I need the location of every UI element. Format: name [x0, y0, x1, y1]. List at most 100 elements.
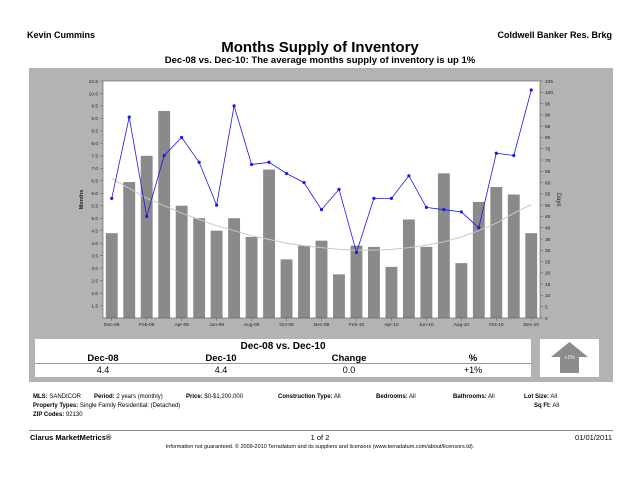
right-tick-label: 85 — [545, 124, 551, 130]
inventory-bar — [105, 233, 118, 318]
left-tick-label: 8.5 — [91, 129, 98, 135]
days-point — [267, 160, 271, 164]
x-tick-label: Oct-09 — [279, 322, 294, 328]
right-tick-label: 105 — [545, 79, 553, 85]
inventory-bar — [525, 233, 538, 318]
right-tick-label: 30 — [545, 248, 551, 254]
construction-label: Construction Type: — [278, 394, 333, 400]
right-tick-label: 90 — [545, 113, 551, 119]
period-value: 2 years (monthly) — [116, 394, 163, 400]
proptype-label: Property Types: — [33, 403, 79, 409]
summary-value-start: 4.4 — [96, 365, 110, 375]
period-label: Period: — [94, 394, 115, 400]
price-label: Price: — [186, 394, 203, 400]
right-axis-label: Days — [555, 193, 561, 207]
right-tick-label: 65 — [545, 169, 551, 175]
trend-line — [111, 177, 532, 251]
sqft-value: All — [552, 403, 560, 409]
inventory-bar — [228, 218, 241, 318]
x-tick-label: Jun-10 — [419, 322, 434, 328]
sqft-label: Sq Ft: — [534, 403, 551, 409]
page-number: 1 of 2 — [310, 433, 330, 442]
days-point — [337, 187, 341, 191]
report-date: 01/01/2011 — [575, 433, 612, 442]
days-point — [180, 135, 184, 140]
up-arrow-icon — [551, 342, 588, 373]
x-tick-label: Feb-09 — [139, 322, 155, 328]
inventory-bar — [193, 218, 206, 318]
summary-table: Dec-08 vs. Dec-10 Dec-08 Dec-10 Change %… — [35, 339, 531, 377]
left-tick-label: 2.5 — [91, 278, 98, 284]
days-point — [319, 208, 324, 212]
right-tick-label: 40 — [545, 226, 551, 232]
left-tick-label: 3.0 — [91, 266, 98, 272]
inventory-bar — [455, 263, 468, 318]
bedrooms-value: All — [409, 394, 416, 400]
agent-name: Kevin Cummins — [27, 30, 96, 40]
inventory-bar — [507, 194, 520, 318]
inventory-bar — [210, 230, 223, 318]
footer-divider — [29, 430, 613, 431]
days-point — [442, 208, 446, 212]
days-point — [249, 162, 254, 167]
right-tick-label: 60 — [545, 180, 551, 186]
days-point — [407, 174, 411, 178]
inventory-bar — [263, 169, 276, 318]
x-tick-label: Jun-09 — [209, 322, 224, 328]
right-tick-label: 5 — [545, 305, 548, 311]
chart-panel: 1.5 2.0 2.5 3.0 3.5 4.0 4.5 5.0 5.5 6.0 6.5 7.0 7.5 8… — [29, 68, 613, 382]
left-tick-label: 4.0 — [91, 241, 98, 247]
days-point — [215, 203, 219, 207]
right-tick-label: 15 — [545, 282, 551, 288]
right-tick-label: 100 — [545, 90, 553, 96]
zip-value: 92130 — [65, 412, 83, 418]
right-tick-label: 75 — [545, 147, 551, 153]
inventory-bar — [472, 201, 485, 318]
left-tick-label: 2.0 — [91, 291, 98, 297]
x-tick-label: Aug-09 — [244, 322, 260, 328]
inventory-bar — [490, 187, 503, 318]
days-point — [529, 88, 533, 92]
summary-header-start: Dec-08 — [87, 353, 119, 364]
inventory-bar — [402, 219, 415, 318]
summary-title: Dec-08 vs. Dec-10 — [240, 341, 326, 352]
right-tick-label: 50 — [545, 203, 551, 209]
inventory-bar — [367, 246, 380, 318]
bathrooms-label: Bathrooms: — [453, 394, 487, 400]
lotsize-value: All — [550, 394, 558, 400]
left-tick-label: 6.5 — [91, 179, 98, 185]
disclaimer: Information not guaranteed. © 2009-2010 … — [165, 444, 475, 450]
days-point — [354, 250, 359, 255]
left-tick-label: 3.5 — [91, 253, 98, 259]
inventory-bar — [333, 274, 345, 318]
right-tick-label: 55 — [545, 192, 551, 198]
inventory-bar — [350, 245, 363, 318]
right-tick-label: 25 — [545, 259, 551, 265]
left-tick-label: 7.5 — [91, 154, 98, 160]
days-point — [162, 153, 166, 158]
x-tick-label: Aug-10 — [454, 322, 470, 328]
right-tick-label: 20 — [545, 271, 551, 277]
left-tick-label: 5.0 — [91, 216, 98, 222]
inventory-bar — [245, 236, 258, 318]
change-indicator: +1% — [540, 339, 599, 377]
days-point — [145, 214, 149, 219]
inventory-bar — [123, 182, 136, 318]
left-tick-label: 9.5 — [91, 104, 98, 110]
inventory-bar — [437, 173, 450, 318]
days-point — [512, 153, 516, 158]
clarus-brand: Clarus MarketMetrics® — [30, 433, 112, 442]
left-tick-label: 9.0 — [91, 116, 98, 122]
mls-label: MLS: — [33, 394, 48, 400]
bathrooms-value: All — [488, 394, 495, 400]
report-criteria: MLS: SANDICOR Period: 2 years (monthly) … — [29, 391, 613, 425]
inventory-bar — [158, 110, 171, 318]
left-axis-label: Months — [79, 190, 85, 210]
inventory-bar — [315, 240, 328, 318]
inventory-bar — [140, 155, 153, 318]
summary-header-percent: % — [468, 353, 478, 364]
left-tick-label: 5.5 — [91, 204, 98, 210]
days-point — [284, 171, 289, 176]
x-tick-label: Apr-09 — [174, 322, 189, 328]
summary-header-end: Dec-10 — [205, 353, 237, 364]
